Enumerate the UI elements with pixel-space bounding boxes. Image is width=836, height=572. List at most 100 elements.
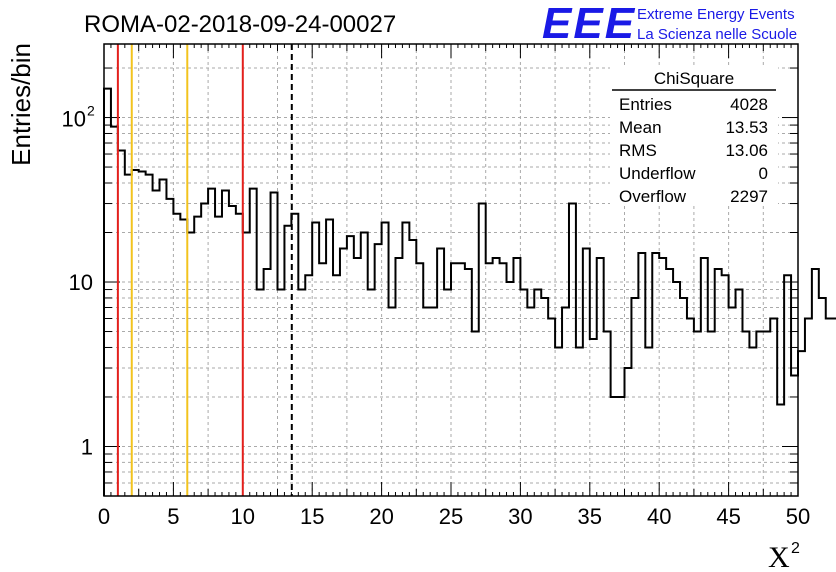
eee-logo-mark: EEE	[542, 0, 636, 48]
histogram-bin	[687, 319, 694, 496]
histogram-bin	[652, 253, 659, 496]
histogram-bin	[583, 248, 590, 496]
histogram-bin	[819, 298, 826, 496]
histogram-bin	[756, 332, 763, 496]
histogram-bin	[729, 307, 736, 496]
histogram-bin	[784, 275, 791, 496]
histogram-bin	[507, 282, 514, 496]
histogram-bin	[694, 332, 701, 496]
histogram-bin	[132, 170, 139, 496]
y-axis-label: Entries/bin	[6, 43, 36, 166]
histogram-bin	[805, 319, 812, 496]
stats-value-mean: 13.53	[725, 118, 768, 137]
histogram-bin	[347, 236, 354, 496]
histogram-bin	[625, 368, 632, 496]
histogram-bin	[680, 298, 687, 496]
stats-label-entries: Entries	[619, 95, 672, 114]
histogram-bin	[444, 290, 451, 496]
y-tick-label-exponent: 2	[87, 103, 95, 119]
histogram-bin	[229, 206, 236, 496]
x-axis-label: X 2	[768, 540, 800, 572]
plot-frame	[103, 43, 799, 497]
y-tick-label: 10	[62, 107, 86, 132]
histogram-bin	[458, 263, 465, 496]
histogram-bin	[472, 332, 479, 496]
histogram-bin	[361, 233, 368, 496]
histogram-bin	[382, 223, 389, 496]
histogram-bin	[465, 269, 472, 496]
histogram-bin	[826, 319, 833, 496]
histogram-bin	[562, 307, 569, 496]
histogram-bin	[798, 351, 805, 496]
x-tick-label: 30	[508, 504, 532, 529]
histogram-bin	[402, 223, 409, 496]
x-tick-label: 0	[98, 504, 110, 529]
histogram-bin	[791, 376, 798, 496]
histogram-bin	[222, 191, 229, 496]
histogram-bin	[257, 290, 264, 496]
histogram-bin	[770, 319, 777, 496]
y-tick-label: 10	[69, 270, 93, 295]
histogram-bin	[777, 405, 784, 496]
histogram-bin	[666, 269, 673, 496]
histogram-bin	[111, 127, 118, 496]
histogram-bin	[611, 397, 618, 496]
histogram-bin	[597, 258, 604, 496]
reference-lines	[116, 44, 293, 496]
histogram-bin	[451, 263, 458, 496]
histogram-bin	[284, 226, 291, 496]
histogram-bin	[389, 307, 396, 496]
histogram-bin	[326, 219, 333, 496]
histogram-bin	[527, 307, 534, 496]
histogram-bin	[416, 263, 423, 496]
histogram-bin	[139, 171, 146, 496]
histogram-bin	[153, 191, 160, 496]
histogram-bin	[736, 290, 743, 496]
eee-logo: EEE Extreme Energy Events La Scienza nel…	[542, 0, 797, 48]
histogram-bin	[368, 290, 375, 496]
x-tick-label: 45	[716, 504, 740, 529]
x-tick-label: 35	[578, 504, 602, 529]
histogram-bin	[208, 189, 215, 496]
histogram-bin	[375, 244, 382, 496]
histogram-bin	[673, 282, 680, 496]
histogram-bin	[180, 219, 187, 496]
histogram-bin	[638, 253, 645, 496]
stats-label-overflow: Overflow	[619, 187, 687, 206]
histogram-bin	[555, 347, 562, 496]
histogram-bin	[541, 298, 548, 496]
histogram-bin	[118, 151, 125, 496]
histogram-bin	[749, 347, 756, 496]
histogram-bin	[430, 307, 437, 496]
x-tick-label: 5	[167, 504, 179, 529]
histogram-bin	[173, 214, 180, 496]
histogram-bin	[500, 263, 507, 496]
histogram-bin	[631, 298, 638, 496]
x-axis-label-superscript: 2	[791, 540, 800, 557]
stats-label-rms: RMS	[619, 141, 657, 160]
histogram-bin	[125, 175, 132, 496]
stats-box-title: ChiSquare	[654, 69, 734, 88]
histogram-bin	[590, 339, 597, 496]
histogram-bin	[701, 258, 708, 496]
logo-line-2: La Scienza nelle Scuole	[637, 26, 797, 43]
histogram-bin	[513, 258, 520, 496]
histogram-bin	[278, 290, 285, 496]
histogram-bin	[520, 290, 527, 496]
stats-value-underflow: 0	[759, 164, 768, 183]
stats-label-mean: Mean	[619, 118, 662, 137]
x-tick-label: 15	[300, 504, 324, 529]
stats-value-entries: 4028	[730, 95, 768, 114]
histogram-bin	[534, 290, 541, 496]
x-tick-label: 10	[231, 504, 255, 529]
histogram-bin	[160, 180, 167, 496]
histogram-bin	[576, 347, 583, 496]
histogram-bin	[340, 248, 347, 496]
histogram-bin	[763, 332, 770, 496]
histogram-bin	[194, 217, 201, 496]
histogram-bin	[479, 204, 486, 496]
y-tick-label: 1	[81, 434, 93, 459]
histogram-bin	[722, 275, 729, 496]
histogram-bin	[305, 275, 312, 496]
